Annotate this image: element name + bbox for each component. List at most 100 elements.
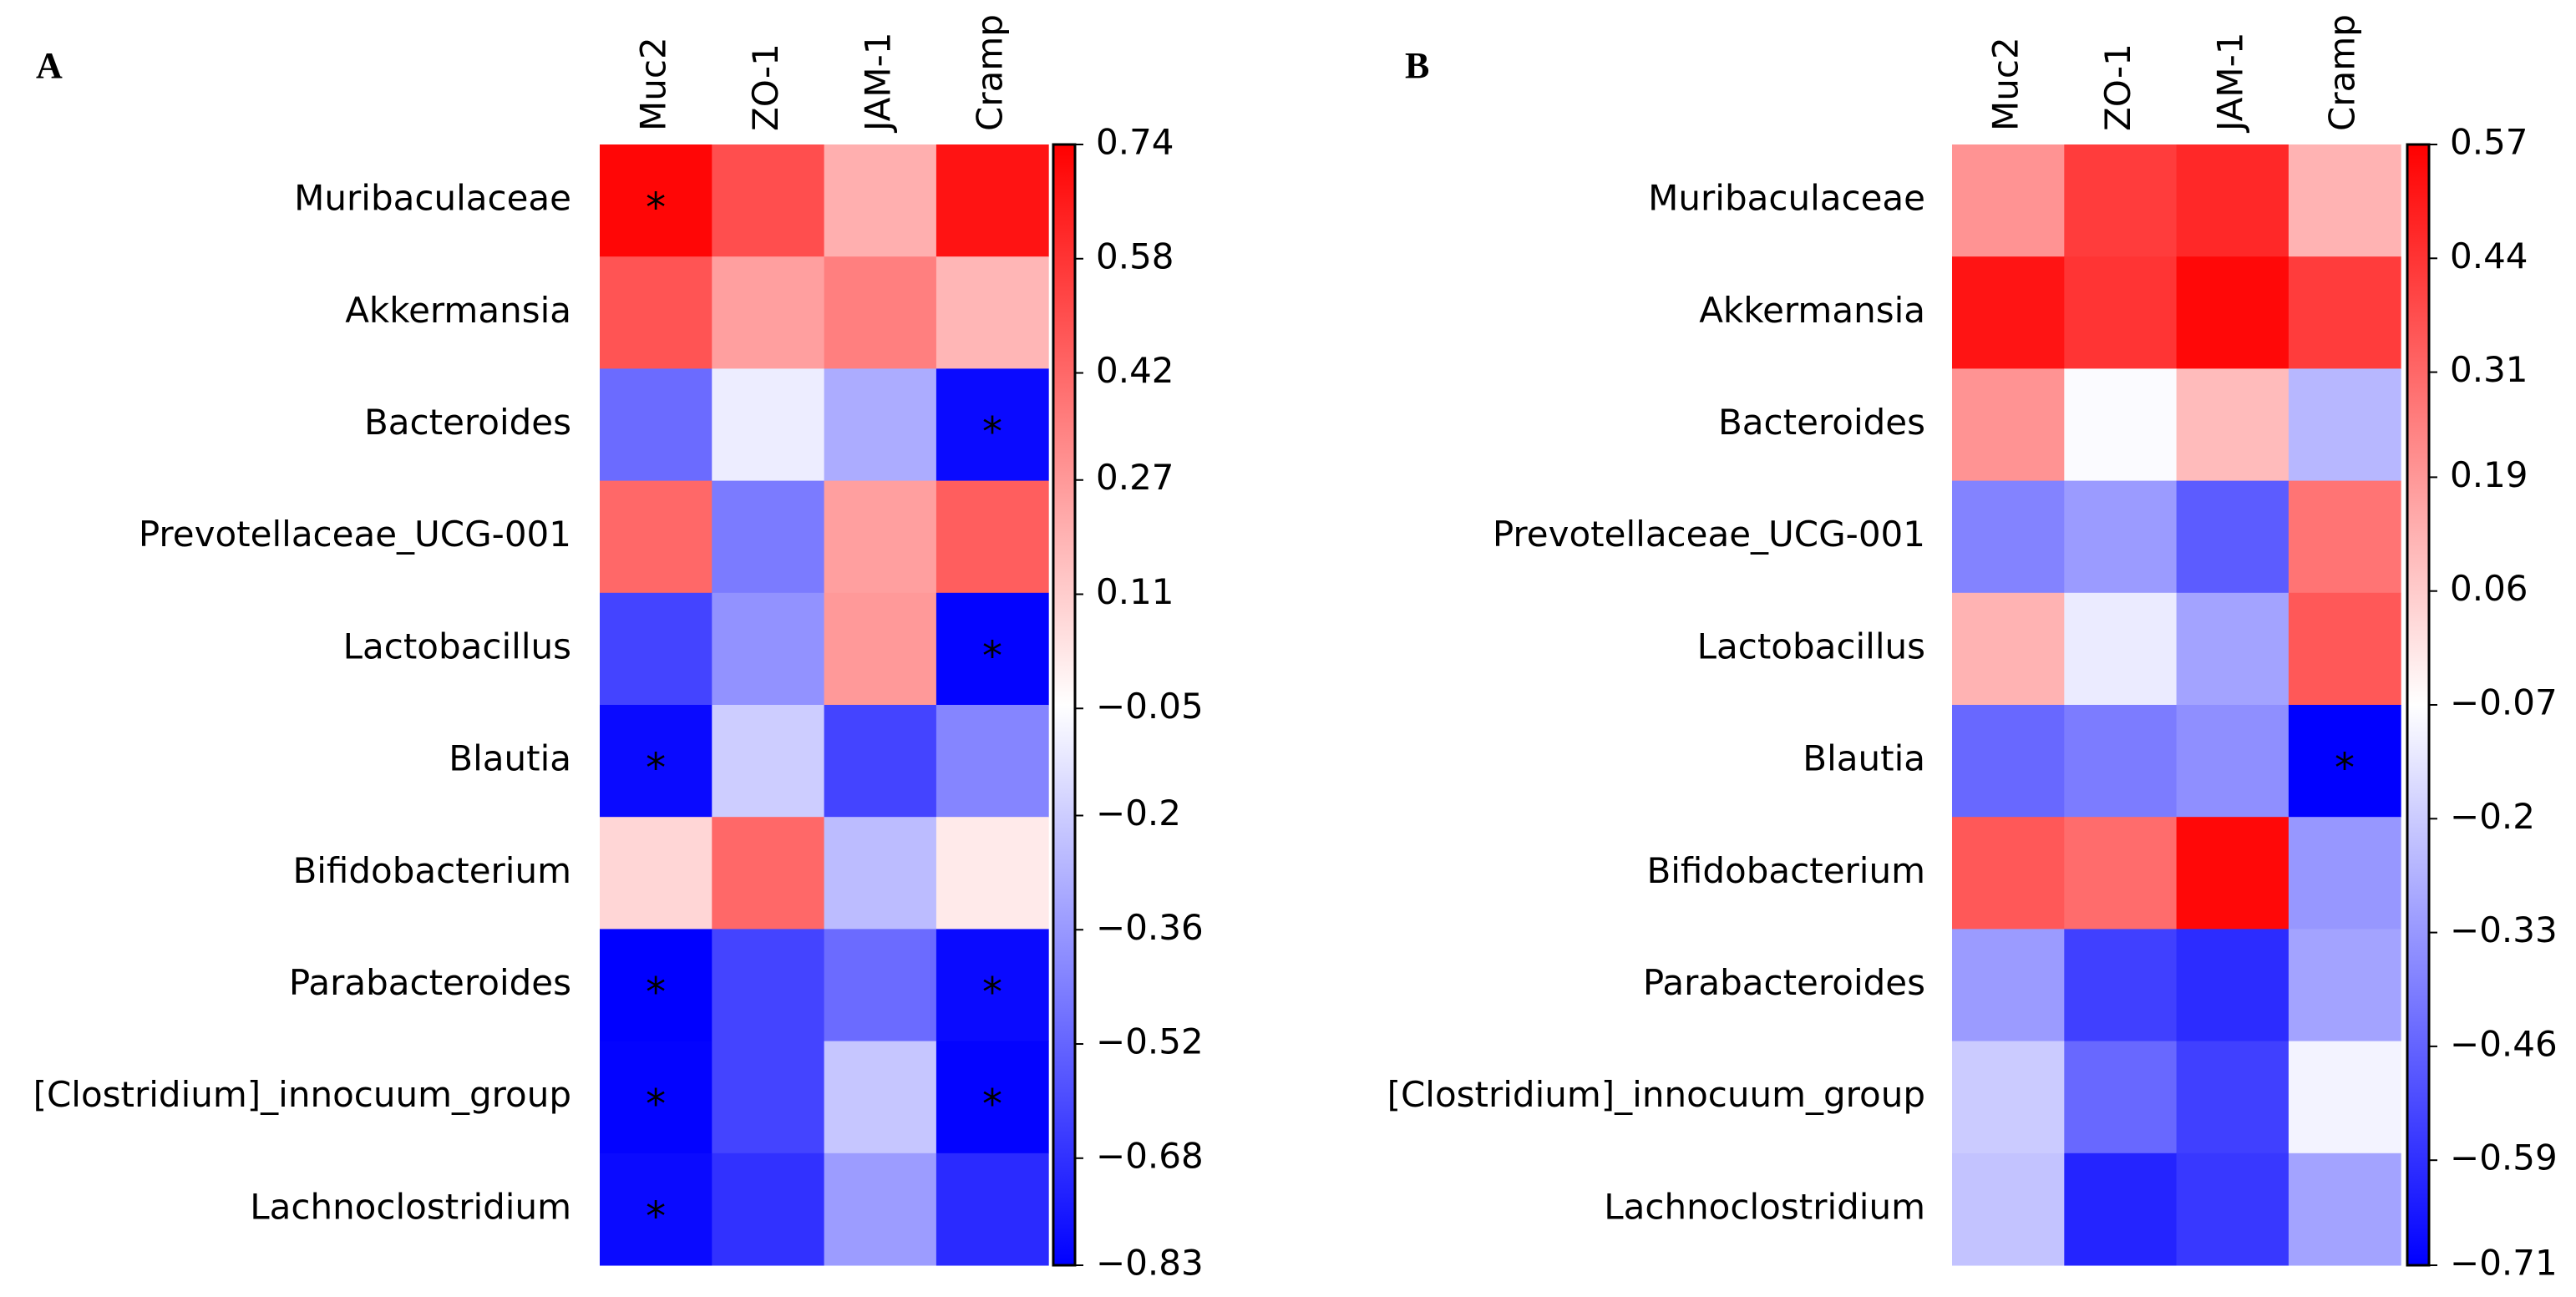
colorbar-tick-label: −0.68 — [1096, 1135, 1204, 1176]
heatmap-cell — [1952, 480, 2065, 594]
significance-marker: * — [646, 185, 666, 231]
heatmap-cell — [936, 368, 1049, 482]
panel-label: A — [36, 45, 63, 86]
heatmap-cell — [2288, 817, 2401, 930]
heatmap-cell — [2176, 144, 2289, 257]
colorbar-tick-label: −0.2 — [2450, 796, 2535, 837]
heatmap-cell — [936, 929, 1049, 1042]
heatmap-cell — [2064, 705, 2178, 818]
row-label: Muribaculaceae — [294, 178, 571, 219]
heatmap-cell — [824, 705, 937, 818]
heatmap-cell — [712, 480, 825, 594]
heatmap-cell — [824, 144, 937, 257]
column-label: ZO-1 — [745, 43, 786, 131]
heatmap-cell — [936, 480, 1049, 594]
heatmap-cell — [2064, 144, 2178, 257]
column-label: Cramp — [2322, 14, 2363, 131]
row-label: Lachnoclostridium — [250, 1186, 571, 1227]
heatmap-cell — [1952, 1041, 2065, 1154]
heatmap-cell — [936, 705, 1049, 818]
row-label: Blautia — [449, 738, 571, 779]
heatmap-cell — [2064, 1153, 2178, 1266]
row-label: [Clostridium]_innocuum_group — [1387, 1074, 1925, 1115]
heatmap-cell — [1952, 368, 2065, 482]
heatmap-cell — [2288, 1041, 2401, 1154]
heatmap-cell — [824, 368, 937, 482]
heatmap-cell — [1952, 705, 2065, 818]
row-label: Akkermansia — [1699, 290, 1925, 331]
heatmap-cell — [824, 256, 937, 369]
heatmap-cell — [712, 144, 825, 257]
colorbar — [1052, 143, 1077, 1267]
heatmap-cell — [2176, 929, 2289, 1042]
heatmap-cell — [712, 705, 825, 818]
row-label: Bacteroides — [1718, 402, 1925, 443]
heatmap-cell — [712, 1153, 825, 1266]
heatmap-cell — [1952, 929, 2065, 1042]
heatmap-cell — [712, 929, 825, 1042]
heatmap-cell — [2176, 1153, 2289, 1266]
heatmap-cell — [2288, 705, 2401, 818]
heatmap-cell — [2064, 929, 2178, 1042]
colorbar-tick-label: 0.11 — [1096, 571, 1174, 612]
heatmap-cell — [936, 1153, 1049, 1266]
column-label: Muc2 — [633, 37, 674, 131]
heatmap-cell — [2288, 256, 2401, 369]
heatmap-cell — [2288, 592, 2401, 706]
colorbar-tick-label: −0.46 — [2450, 1023, 2558, 1064]
colorbar-tick-label: −0.33 — [2450, 909, 2558, 950]
row-label: Akkermansia — [345, 290, 571, 331]
row-label: Bifidobacterium — [292, 850, 571, 891]
heatmap-cell — [1952, 1153, 2065, 1266]
significance-marker: * — [982, 409, 1002, 456]
heatmap-cell — [712, 256, 825, 369]
row-label: Lachnoclostridium — [1604, 1186, 1925, 1227]
colorbar-tick-label: 0.74 — [1096, 122, 1174, 163]
heatmap-cell — [600, 929, 712, 1042]
row-label: Muribaculaceae — [1648, 178, 1925, 219]
colorbar-tick-label: −0.52 — [1096, 1021, 1204, 1062]
heatmap-cell — [824, 480, 937, 594]
row-label: Parabacteroides — [289, 962, 571, 1003]
heatmap-cell — [600, 144, 712, 257]
colorbar-tick-label: −0.59 — [2450, 1137, 2558, 1178]
column-label: ZO-1 — [2097, 43, 2138, 131]
colorbar-tick-label: 0.27 — [1096, 457, 1174, 498]
heatmap-cell — [2288, 1153, 2401, 1266]
heatmap-cell — [712, 592, 825, 706]
colorbar-tick-label: −0.36 — [1096, 907, 1204, 948]
colorbar-tick-label: −0.07 — [2450, 682, 2558, 723]
heatmap-cell — [1952, 256, 2065, 369]
heatmap-cell — [824, 592, 937, 706]
heatmap-cell — [600, 1153, 712, 1266]
colorbar-tick-label: 0.58 — [1096, 236, 1174, 276]
colorbar-tick-label: 0.57 — [2450, 122, 2528, 163]
heatmap-cell — [2176, 705, 2289, 818]
significance-marker: * — [2335, 745, 2355, 792]
row-label: Bifidobacterium — [1646, 850, 1925, 891]
heatmap-cell — [824, 929, 937, 1042]
significance-marker: * — [646, 745, 666, 792]
colorbar-tick-label: 0.19 — [2450, 454, 2528, 495]
heatmap-cell — [600, 705, 712, 818]
significance-marker: * — [982, 1082, 1002, 1128]
significance-marker: * — [646, 1082, 666, 1128]
column-label: Cramp — [970, 14, 1011, 131]
heatmap-cell — [936, 1041, 1049, 1154]
significance-marker: * — [646, 970, 666, 1016]
heatmap-cell — [600, 1041, 712, 1154]
row-label: Bacteroides — [364, 402, 571, 443]
heatmap-cell — [600, 480, 712, 594]
heatmap-cell — [2176, 1041, 2289, 1154]
heatmap-cell — [712, 1041, 825, 1154]
heatmap-cell — [600, 256, 712, 369]
heatmap-cell — [936, 592, 1049, 706]
heatmap-cell — [2176, 480, 2289, 594]
heatmap-cell — [2176, 817, 2289, 930]
heatmap-cell — [936, 817, 1049, 930]
colorbar-tick-label: −0.83 — [1096, 1243, 1204, 1284]
colorbar-tick-label: −0.2 — [1096, 793, 1181, 833]
colorbar-tick-label: −0.71 — [2450, 1243, 2558, 1284]
